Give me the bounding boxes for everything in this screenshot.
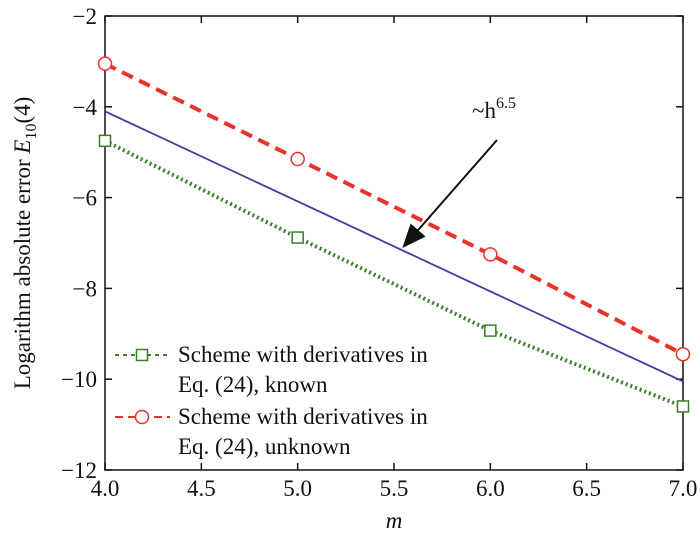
- annotation: ~h6.5: [472, 95, 516, 123]
- annotation-arrow: [402, 139, 498, 249]
- x-tick-label: 4.5: [187, 476, 216, 501]
- y-tick-label: −12: [61, 458, 97, 483]
- legend-marker: [134, 409, 150, 425]
- marker: [97, 56, 113, 71]
- y-tick-label: −10: [61, 367, 97, 392]
- plot-frame: [104, 15, 684, 471]
- x-tick-label: 5.5: [380, 476, 409, 501]
- x-tick-label: 5.0: [283, 476, 312, 501]
- legend-label: Scheme with derivatives in Eq. (24), kno…: [178, 342, 428, 397]
- x-tick-label: 6.0: [476, 476, 505, 501]
- marker: [676, 400, 690, 413]
- x-tick-label: 4.0: [91, 476, 120, 501]
- marker: [483, 247, 498, 262]
- x-axis-label: m: [386, 508, 403, 533]
- series-line: [104, 61, 684, 357]
- y-tick-label: −2: [73, 4, 97, 29]
- marker: [291, 231, 304, 244]
- x-tick-label: 7.0: [669, 476, 698, 501]
- legend-label: Scheme with derivatives in Eq. (24), unk…: [178, 404, 428, 459]
- x-tick-label: 6.5: [572, 476, 601, 501]
- y-tick-label: −8: [73, 276, 97, 301]
- y-tick-label: −6: [73, 186, 97, 211]
- marker: [290, 151, 305, 167]
- legend-marker: [135, 348, 149, 362]
- marker: [675, 346, 691, 362]
- y-axis-label: Logarithm absolute error E10(4): [10, 97, 40, 390]
- series-line: [104, 110, 684, 383]
- y-tick-label: −4: [73, 95, 98, 120]
- marker: [98, 134, 112, 148]
- marker: [484, 324, 497, 337]
